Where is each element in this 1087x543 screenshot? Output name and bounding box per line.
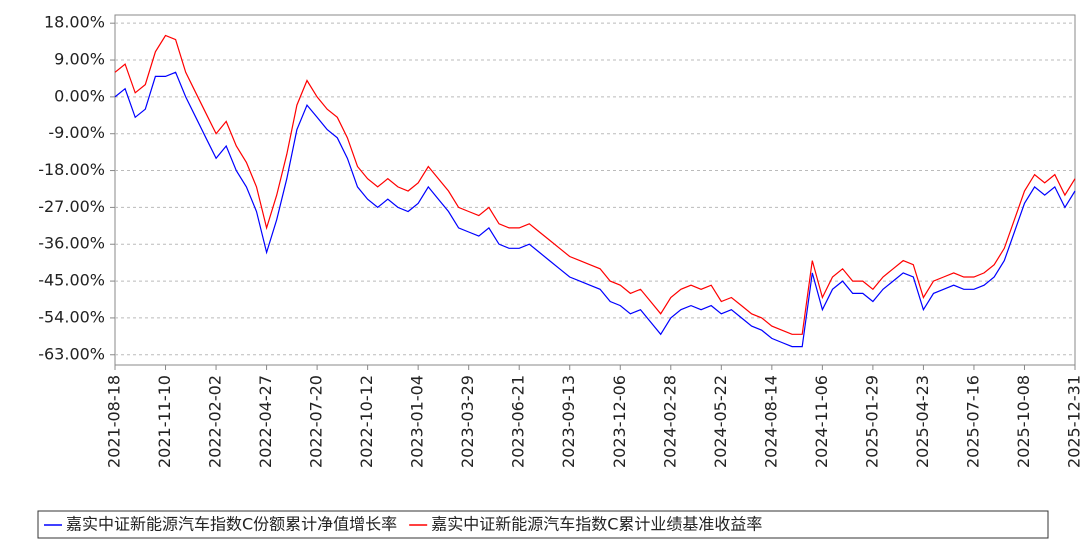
y-tick-label: 18.00% <box>44 13 105 32</box>
legend <box>37 510 1049 539</box>
x-tick-label: 2023-09-13 <box>559 375 578 468</box>
x-tick-label: 2022-02-02 <box>206 375 225 468</box>
x-tick-label: 2025-12-31 <box>1065 375 1084 468</box>
x-tick-label: 2025-07-16 <box>963 375 982 468</box>
x-tick-label: 2024-05-22 <box>711 375 730 468</box>
x-tick-label: 2022-10-12 <box>357 375 376 468</box>
y-tick-label: -54.00% <box>38 307 105 326</box>
y-tick-label: 9.00% <box>54 50 105 69</box>
y-tick-label: 0.00% <box>54 86 105 105</box>
x-tick-label: 2024-08-14 <box>761 375 780 468</box>
x-tick-label: 2023-03-29 <box>458 375 477 468</box>
x-tick-label: 2024-11-06 <box>812 375 831 468</box>
legend-label: 嘉实中证新能源汽车指数C份额累计净值增长率 <box>66 515 397 534</box>
x-tick-label: 2022-07-20 <box>307 375 326 468</box>
x-tick-label: 2025-01-29 <box>862 375 881 468</box>
x-tick-label: 2023-06-21 <box>509 375 528 468</box>
series-line <box>114 71 1076 348</box>
x-tick-label: 2023-01-04 <box>408 375 427 468</box>
x-tick-label: 2025-04-23 <box>913 375 932 468</box>
x-tick-label: 2023-12-06 <box>610 375 629 468</box>
y-tick-label: -45.00% <box>38 271 105 290</box>
y-tick-label: -9.00% <box>48 123 105 142</box>
x-tick-label: 2025-10-08 <box>1014 375 1033 468</box>
y-tick-label: -18.00% <box>38 160 105 179</box>
x-tick-label: 2024-02-28 <box>660 375 679 468</box>
legend-label: 嘉实中证新能源汽车指数C累计业绩基准收益率 <box>431 515 762 534</box>
x-tick-label: 2022-04-27 <box>256 375 275 468</box>
series-line <box>114 34 1076 335</box>
y-tick-label: -36.00% <box>38 234 105 253</box>
plot-frame <box>114 14 1076 366</box>
y-tick-label: -27.00% <box>38 197 105 216</box>
y-tick-label: -63.00% <box>38 344 105 363</box>
x-tick-label: 2021-11-10 <box>155 375 174 468</box>
x-tick-label: 2021-08-18 <box>105 375 124 468</box>
